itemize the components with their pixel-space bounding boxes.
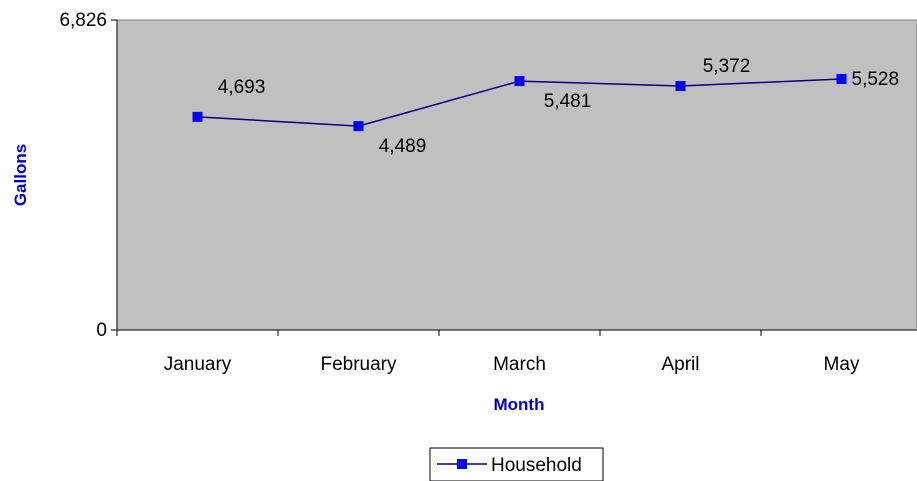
legend-marker-swatch: [457, 459, 467, 469]
y-axis-ticks: 0 6,826: [59, 10, 117, 341]
data-label: 4,693: [218, 77, 266, 98]
x-tick-label: May: [824, 354, 860, 375]
x-axis-title: Month: [494, 395, 545, 414]
data-label: 5,372: [703, 56, 751, 77]
x-axis-ticks: January February March April May: [116, 330, 860, 375]
legend: Household: [429, 447, 604, 481]
data-point-marker: [836, 73, 847, 84]
y-tick-label: 0: [96, 320, 107, 341]
legend-label: Household: [491, 455, 582, 476]
y-axis-title: Gallons: [11, 144, 30, 206]
data-point-marker: [353, 121, 364, 132]
plot-area: [116, 19, 917, 331]
series-household: 4,693 4,489 5,481 5,372 5,528: [192, 56, 900, 157]
x-tick-label: February: [320, 354, 397, 375]
data-label: 5,528: [852, 69, 900, 90]
x-tick-label: April: [661, 354, 699, 375]
data-point-marker: [192, 111, 203, 122]
data-label: 4,489: [379, 136, 427, 157]
data-point-marker: [514, 76, 525, 87]
x-tick-label: March: [493, 354, 546, 375]
data-label: 5,481: [544, 91, 592, 112]
x-tick-label: January: [164, 354, 232, 375]
y-tick-label: 6,826: [59, 10, 107, 31]
data-point-marker: [675, 81, 686, 92]
